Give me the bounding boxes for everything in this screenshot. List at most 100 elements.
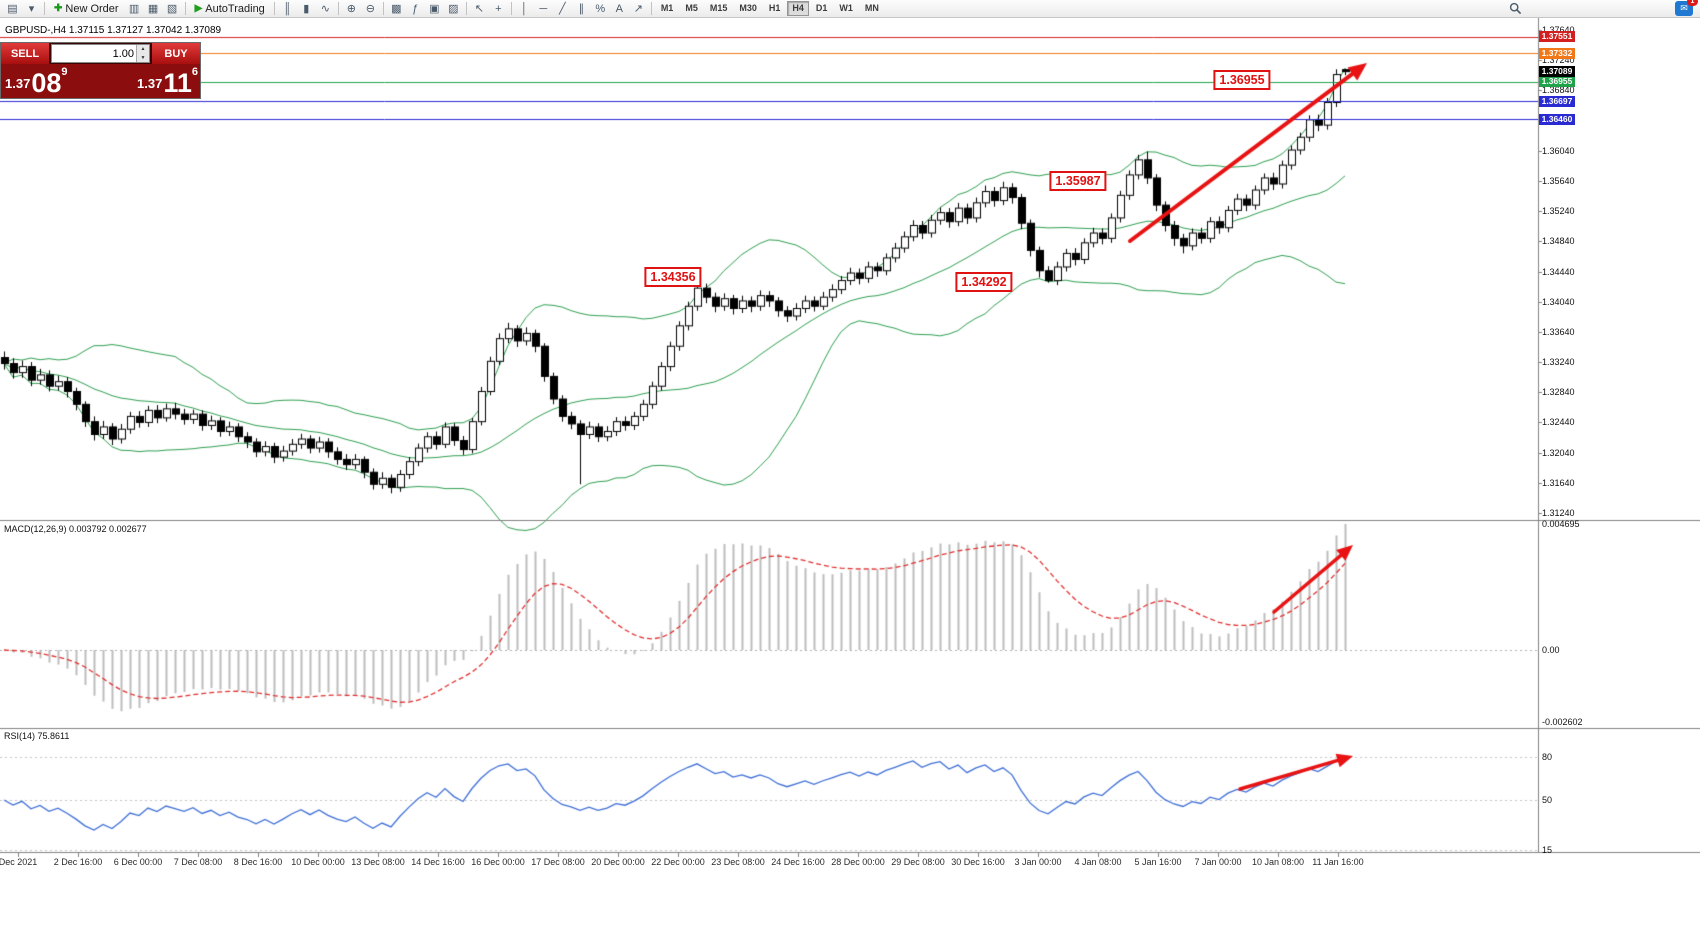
price-level-badge: 1.36955 [1539,76,1575,88]
rsi-level-label: 80 [1542,752,1553,762]
volume-down-icon[interactable]: ▼ [137,53,149,62]
price-callout[interactable]: 1.34292 [955,272,1013,292]
price-callout[interactable]: 1.35987 [1049,171,1107,191]
timeframe-button-m15[interactable]: M15 [709,3,728,13]
timeframe-button-h1[interactable]: H1 [768,3,781,13]
macd-rsi-resize-handle[interactable] [0,726,1538,731]
timeframe-button-m30[interactable]: M30 [739,3,757,13]
time-axis-label: 22 Dec 00:00 [651,857,705,867]
market-watch-icon[interactable]: ▥ [128,3,140,15]
fibonacci-icon[interactable]: % [595,2,606,15]
zoom-out-icon[interactable]: ⊖ [365,3,375,15]
time-axis-label: Dec 2021 [0,857,38,867]
templates-icon[interactable]: ▨ [448,3,459,15]
window-dropdown-icon[interactable]: ▾ [28,3,35,15]
time-axis-label: 16 Dec 00:00 [471,857,525,867]
time-axis-label: 24 Dec 16:00 [771,857,825,867]
price-callout[interactable]: 1.34356 [644,267,702,287]
time-axis-label: 29 Dec 08:00 [891,857,945,867]
price-level-badge: 1.36697 [1539,95,1575,107]
main-macd-resize-handle[interactable] [0,518,1538,523]
timeframe-button-d1[interactable]: D1 [815,3,828,13]
top-toolbar: ▤ ▾ ✚ New Order ▥ ▦ ▧ ▶ AutoTrading ║ ▮ ∿ ⊕ ⊖ ▩ ƒ ▣ ▨ ↖ + │ ─… [0,0,1700,18]
volume-spinner: ▲ ▼ [136,45,149,62]
time-axis-label: 7 Jan 00:00 [1194,857,1242,867]
text-icon[interactable]: A [615,2,623,15]
time-axis-label: 6 Dec 00:00 [113,857,163,867]
time-axis-label: 5 Jan 16:00 [1134,857,1182,867]
crosshair-icon[interactable]: + [495,2,502,15]
toolbar-separator [465,2,467,15]
price-axis-label: 1.34440 [1542,266,1575,277]
buy-price-prefix: 1.37 [137,76,163,91]
price-axis-label: 1.31240 [1542,507,1575,518]
data-window-icon[interactable]: ▦ [147,3,159,15]
price-callout[interactable]: 1.36955 [1213,70,1271,90]
bar-chart-icon[interactable]: ║ [283,2,292,15]
sell-price-big: 08 [31,68,62,98]
price-axis-label: 1.32840 [1542,387,1575,398]
current-price-badge: 1.37089 [1539,66,1575,78]
new-order-icon: ✚ [54,3,63,14]
vertical-line-icon[interactable]: │ [520,2,528,15]
time-axis-label: 7 Dec 08:00 [173,857,223,867]
price-axis-label: 1.31640 [1542,477,1575,488]
cursor-icon[interactable]: ↖ [474,3,484,15]
sell-button[interactable]: SELL [1,43,49,64]
symbol-ohlc-label: GBPUSD-,H4 1.37115 1.37127 1.37042 1.370… [5,25,222,36]
new-order-button[interactable]: ✚ New Order [48,1,125,17]
macd-axis-label: 0.00 [1542,645,1560,655]
candlestick-chart-icon[interactable]: ▮ [303,3,310,15]
timeframe-button-m1[interactable]: M1 [660,3,674,13]
timeframe-button-h4[interactable]: H4 [787,1,809,16]
new-order-button-label: New Order [65,2,119,15]
time-axis-label: 8 Dec 16:00 [233,857,283,867]
equidistant-channel-icon[interactable]: ∥ [578,3,585,15]
buy-price-big: 11 [163,68,192,98]
autotrading-icon: ▶ [194,3,203,14]
navigator-icon[interactable]: ▧ [166,3,178,15]
time-axis-label: 14 Dec 16:00 [411,857,465,867]
rsi-timeaxis-resize-handle[interactable] [0,850,1538,855]
time-axis-label: 28 Dec 00:00 [831,857,885,867]
indicators-icon[interactable]: ƒ [412,2,419,15]
arrows-icon[interactable]: ↗ [633,3,643,15]
price-axis-label: 1.37640 [1542,25,1575,36]
macd-indicator-label: MACD(12,26,9) 0.003792 0.002677 [4,524,147,534]
periods-icon[interactable]: ▣ [429,3,440,15]
buy-price-sup: 6 [191,66,198,78]
buy-button[interactable]: BUY [152,43,200,64]
volume-up-icon[interactable]: ▲ [137,45,149,54]
tile-windows-icon[interactable]: ▩ [391,3,402,15]
zoom-in-icon[interactable]: ⊕ [346,3,356,15]
timeframe-button-w1[interactable]: W1 [839,3,853,13]
timeframe-button-m5[interactable]: M5 [685,3,698,13]
trendline-icon[interactable]: ╱ [559,3,566,15]
price-axis-label: 1.32040 [1542,447,1575,458]
rsi-level-label: 50 [1542,794,1553,805]
autotrading-button-label: AutoTrading [205,2,265,15]
line-chart-icon[interactable]: ∿ [320,3,330,15]
sell-price: 1.37 08 9 [1,64,101,98]
toolbar-separator [337,2,339,15]
time-axis-label: 11 Jan 16:00 [1312,857,1364,867]
autotrading-button[interactable]: ▶ AutoTrading [189,1,271,17]
toolbar-separator [184,2,186,15]
toolbar-separator [273,2,275,15]
community-icon[interactable]: ✉ 1 [1675,0,1698,16]
sell-price-prefix: 1.37 [5,76,31,91]
chart-area: GBPUSD-,H4 1.37115 1.37127 1.37042 1.370… [0,18,1700,870]
time-axis-label: 17 Dec 08:00 [531,857,585,867]
timeframe-button-mn[interactable]: MN [864,3,879,13]
price-axis-label: 1.32440 [1542,417,1575,428]
chart-canvas[interactable] [0,18,1700,870]
price-axis-label: 1.37240 [1542,55,1575,66]
time-axis-label: 23 Dec 08:00 [711,857,765,867]
volume-input[interactable] [52,45,136,62]
horizontal-line-icon[interactable]: ─ [539,2,548,15]
buy-price: 1.37 11 6 [101,64,201,98]
search-icon[interactable] [1506,1,1525,17]
rsi-indicator-label: RSI(14) 75.8611 [4,731,70,741]
one-click-trading-panel: SELL ▲ ▼ BUY 1.37 08 9 1.37 11 6 [0,42,201,99]
chart-window-icon[interactable]: ▤ [7,3,18,15]
